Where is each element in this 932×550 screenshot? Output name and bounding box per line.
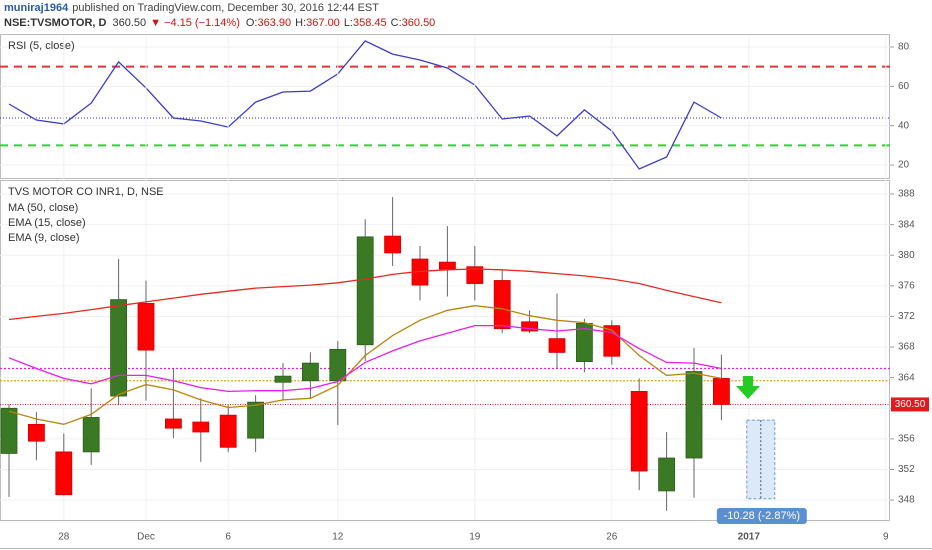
pane-title: RSI (5, close) [8,40,75,52]
measure-label: -10.28 (-2.87%) [724,510,800,522]
candle-body [301,362,319,382]
y-tick-label: 376 [898,280,915,291]
measure-box [746,419,776,500]
measure-label-box [716,508,807,524]
rsi-line [8,40,722,170]
published: published on TradingView.com, December 3… [72,2,379,14]
candle-body [630,391,648,472]
y-tick-label: 40 [898,120,910,131]
indicator-line [8,305,722,425]
indicator-line [8,268,722,321]
x-tick-label: 2017 [738,532,761,543]
x-tick-label: 12 [332,532,344,543]
candle-body [137,303,155,351]
candle-body [384,235,402,254]
x-tick-label: 28 [58,532,70,543]
candle-body [164,418,182,429]
ohlc-label: C: [391,17,402,29]
candle-body [713,378,730,405]
user[interactable]: muniraj1964 [4,2,69,14]
legend-entry: EMA (15, close) [8,217,86,229]
symbol: NSE:TVSMOTOR, D [4,17,107,29]
candle-body [493,280,511,330]
candle-body [356,236,374,346]
candle-body [548,338,566,353]
ohlc-value: 363.90 [258,17,292,29]
candle-body [192,421,210,433]
change: −4.15 (−1.14%) [164,17,240,29]
y-tick-label: 60 [898,81,910,92]
candle-body [0,407,18,454]
indicator-line [8,324,722,393]
y-tick-label: 388 [898,189,915,200]
ohlc-label: H: [295,17,306,29]
legend-entry: EMA (9, close) [8,232,80,244]
rsi-pane-border [0,34,890,179]
candle-body [110,299,127,397]
x-tick-label: 26 [606,532,618,543]
candle-body [576,322,593,362]
price-label: 360.50 [895,399,926,410]
y-tick-label: 356 [898,434,915,445]
header-line-1: muniraj1964 published on TradingView.com,… [4,2,379,14]
y-tick-label: 384 [898,219,915,230]
ohlc-value: 358.45 [353,17,387,29]
price-pane-border [0,180,890,521]
candle-body [438,261,456,270]
ohlc-label: O: [246,17,258,29]
ohlc-value: 360.50 [402,17,436,29]
y-tick-label: 372 [898,311,915,322]
candle-body [466,266,484,284]
candle-body [274,375,292,383]
y-tick-label: 80 [898,42,910,53]
candle-body [658,457,675,492]
candle-body [247,401,265,439]
x-tick-label: Dec [137,532,155,543]
x-tick-label: 9 [883,532,889,543]
pane-title: TVS MOTOR CO INR1, D, NSE [8,186,164,198]
signal-arrow [736,376,760,399]
x-tick-label: 6 [225,532,231,543]
legend-entry: MA (50, close) [8,202,78,214]
candle-body [219,414,237,448]
candle-body [55,451,73,496]
candle-body [82,417,100,453]
candle-body [521,321,538,332]
candle-body [685,371,703,459]
price: 360.50 [112,17,146,29]
y-tick-label: 364 [898,372,915,383]
y-tick-label: 20 [898,160,910,171]
ohlc-label: L: [344,17,353,29]
y-tick-label: 352 [898,464,915,475]
price-label-box [891,397,929,412]
y-tick-label: 368 [898,342,915,353]
y-tick-label: 348 [898,495,915,506]
candle-body [329,348,347,382]
y-tick-label: 380 [898,250,915,261]
ohlc-value: 367.00 [306,17,340,29]
arrow: ▼ [150,17,161,29]
candle-body [27,423,45,442]
x-tick-label: 19 [469,532,481,543]
header-line-2: NSE:TVSMOTOR, D 360.50 ▼ −4.15 (−1.14%) O:36… [4,17,435,29]
